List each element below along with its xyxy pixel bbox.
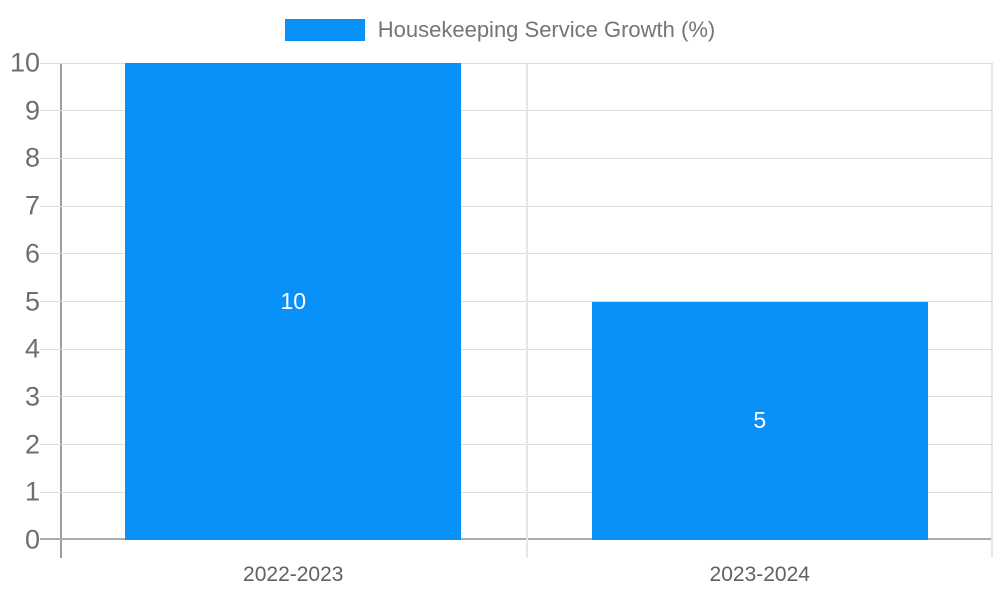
gridline (40, 110, 993, 112)
y-axis-tick-label: 1 (24, 476, 40, 507)
bar: 10 (125, 63, 462, 540)
bar: 5 (591, 301, 928, 540)
gridline (40, 348, 993, 350)
plot-right-edge-line (991, 63, 993, 558)
x-axis-category-label: 2023-2024 (709, 563, 810, 586)
x-axis-labels: 2022-2023 2023-2024 (0, 561, 1000, 595)
y-axis-tick-label: 0 (24, 524, 40, 555)
gridline (40, 157, 993, 159)
y-axis-tick-label: 8 (24, 142, 40, 173)
x-axis-baseline (40, 538, 993, 540)
legend-color-swatch (284, 19, 365, 41)
y-axis-tick-label: 2 (24, 429, 40, 460)
gridline (40, 444, 993, 446)
y-axis-tick-label: 5 (24, 286, 40, 316)
y-axis-tick-label: 3 (24, 381, 40, 412)
gridline (40, 62, 993, 64)
bar-value-label: 5 (753, 407, 767, 434)
y-axis-tick-label: 7 (24, 190, 40, 221)
y-axis-line (60, 63, 62, 558)
plot-area: 10 5 (40, 62, 993, 558)
y-axis-tick-label: 4 (24, 333, 40, 364)
gridline (40, 301, 993, 302)
gridline (40, 491, 993, 493)
gridline (40, 253, 993, 255)
gridline (40, 396, 993, 398)
y-axis-tick-label: 6 (24, 238, 40, 269)
y-axis-labels: 0 1 2 3 4 5 6 7 8 9 10 (0, 0, 40, 600)
category-separator-line (525, 63, 528, 558)
y-axis-tick-label: 10 (9, 47, 40, 78)
legend-label: Housekeeping Service Growth (%) (377, 17, 716, 42)
gridline (40, 205, 993, 207)
x-axis-category-label: 2022-2023 (243, 563, 344, 586)
chart-legend: Housekeeping Service Growth (%) (0, 17, 1000, 43)
bar-value-label: 10 (280, 288, 307, 314)
y-axis-tick-label: 9 (24, 95, 40, 126)
